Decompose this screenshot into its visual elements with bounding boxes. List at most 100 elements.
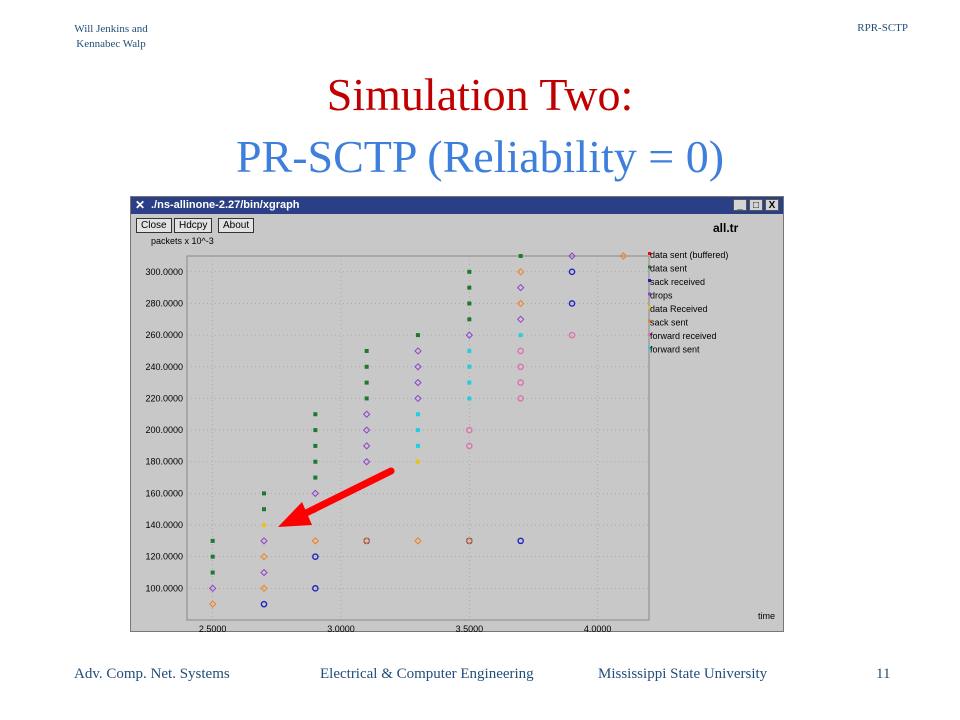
data-point-data-sent <box>210 538 215 543</box>
data-point-sack-sent <box>260 552 268 561</box>
data-point-forward-received <box>466 426 473 434</box>
footer-department: Electrical & Computer Engineering <box>320 666 534 682</box>
data-point-drops <box>362 426 371 434</box>
y-tick-label: 240.0000 <box>145 362 183 372</box>
about-button[interactable]: About <box>218 218 255 233</box>
data-point-sack-sent <box>260 584 268 593</box>
legend-swatch <box>648 346 651 350</box>
x-tick-label: 3.5000 <box>456 624 484 632</box>
legend-entry: data sent (buffered) <box>650 250 728 260</box>
data-point-sack-received <box>260 600 268 608</box>
data-point-data-sent <box>364 380 369 385</box>
legend-swatch <box>648 252 651 255</box>
data-point-data-sent <box>313 412 318 417</box>
data-point-data-sent <box>467 269 472 274</box>
data-point-forward-received <box>517 363 524 371</box>
data-point-forward-sent <box>416 443 420 448</box>
data-point-sack-sent <box>311 537 320 545</box>
data-point-data-sent <box>364 364 369 369</box>
hardcopy-button[interactable]: Hdcpy <box>174 218 213 233</box>
data-point-drops <box>260 568 268 577</box>
plot-frame <box>186 255 650 621</box>
legend-swatch <box>648 319 651 323</box>
data-point-drops <box>414 363 422 371</box>
scatter-chart: 100.0000 120.0000 140.0000 160.0000 180.0000… <box>145 250 775 632</box>
close-button[interactable]: Close <box>136 218 172 233</box>
data-point-sack-received <box>312 585 319 592</box>
data-point-data-sent <box>262 507 266 512</box>
window-titlebar[interactable]: ✕ ./ns-allinone-2.27/bin/xgraph _ □ X <box>131 197 783 214</box>
x-tick-label: 3.0000 <box>327 624 355 632</box>
data-point-drops <box>362 442 371 450</box>
data-point-forward-received <box>517 395 524 402</box>
data-point-drops <box>465 331 474 339</box>
data-point-forward-received <box>517 379 524 386</box>
x-tick-label: 4.0000 <box>584 624 612 632</box>
data-point-forward-sent <box>518 333 523 338</box>
data-point-forward-sent <box>416 412 420 417</box>
y-tick-label: 100.0000 <box>145 583 183 593</box>
data-point-drops <box>311 505 320 513</box>
data-point-sack-sent <box>362 537 371 545</box>
data-point-drops <box>362 410 371 418</box>
data-point-data-sent <box>210 554 215 559</box>
legend: data sent (buffered) data sent sack receiv… <box>648 250 728 355</box>
data-point-data-sent <box>467 317 472 322</box>
data-point-data-sent <box>262 491 266 496</box>
legend-swatch <box>648 279 651 282</box>
legend-entry: data sent <box>650 264 688 274</box>
data-point-drops <box>414 347 422 355</box>
y-tick-label: 220.0000 <box>145 393 183 403</box>
legend-entry: drops <box>650 291 673 301</box>
data-point-forward-sent <box>467 396 472 401</box>
data-points <box>208 252 628 608</box>
data-point-drops <box>260 537 268 545</box>
data-point-drops <box>516 283 525 292</box>
data-point-forward-received <box>568 331 576 339</box>
author-line-2: Kennabec Walp <box>76 38 146 50</box>
data-point-sack-sent <box>516 268 525 276</box>
data-point-forward-received <box>466 442 473 450</box>
data-point-drops <box>208 584 217 593</box>
corner-label: RPR-SCTP <box>857 22 908 34</box>
legend-entry: data Received <box>650 304 708 314</box>
y-tick-labels: 100.0000 120.0000 140.0000 160.0000 180.0000… <box>145 267 183 594</box>
data-point-drops <box>516 315 525 324</box>
data-point-sack-received <box>312 553 319 560</box>
maximize-button[interactable]: □ <box>749 199 763 211</box>
data-point-drops <box>568 252 576 260</box>
close-window-button[interactable]: X <box>765 199 779 211</box>
x-axis-label: time <box>758 611 775 621</box>
legend-swatch <box>648 306 651 309</box>
data-point-sack-received <box>517 537 524 545</box>
grid-lines <box>186 255 650 621</box>
legend-swatch <box>648 292 651 296</box>
data-point-sack-received <box>568 268 576 276</box>
legend-swatch <box>648 333 651 336</box>
data-point-forward-sent <box>467 364 472 369</box>
footer-university: Mississippi State University <box>598 666 768 682</box>
y-tick-label: 300.0000 <box>145 267 183 277</box>
y-tick-label: 260.0000 <box>145 330 183 340</box>
footer-course: Adv. Comp. Net. Systems <box>74 666 230 682</box>
data-point-data-sent <box>416 333 420 338</box>
data-point-data-sent <box>313 475 318 480</box>
data-point-drops <box>414 378 422 387</box>
x-logo-icon: ✕ <box>135 198 146 212</box>
data-point-data-sent <box>313 459 318 464</box>
data-point-sack-sent <box>619 252 628 260</box>
data-point-data-received <box>262 523 266 528</box>
legend-entry: sack received <box>650 277 705 287</box>
plot-title: all.tr <box>713 221 739 235</box>
data-point-data-sent <box>364 348 369 353</box>
x-tick-labels: 2.5000 3.0000 3.5000 4.0000 <box>199 624 612 632</box>
legend-entry: sack sent <box>650 318 689 328</box>
data-point-drops <box>414 394 422 403</box>
y-tick-label: 200.0000 <box>145 425 183 435</box>
data-point-data-sent <box>210 570 215 575</box>
data-point-sack-sent <box>516 299 525 308</box>
window-title: ./ns-allinone-2.27/bin/xgraph <box>151 199 300 211</box>
y-tick-label: 180.0000 <box>145 457 183 467</box>
slide-title: Simulation Two: <box>326 69 634 120</box>
minimize-button[interactable]: _ <box>733 199 747 211</box>
